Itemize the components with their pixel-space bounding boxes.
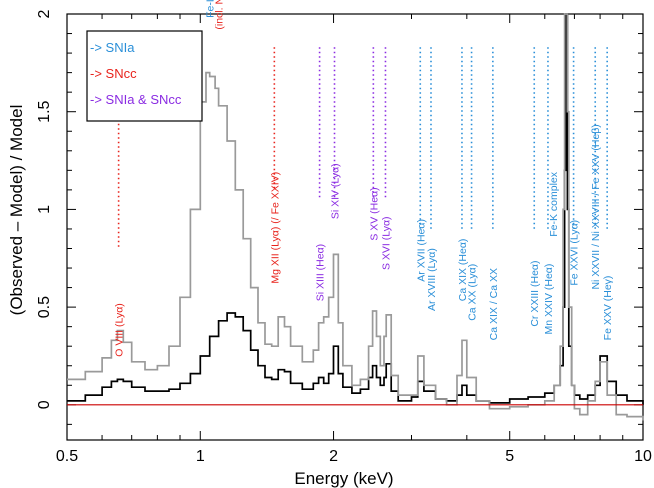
y-tick-label: 0 [36,400,53,409]
emission-line-label: Fe XXVI (Lyα) [569,220,581,286]
emission-line-label: Fe XXV (Heγ) [602,276,614,341]
emission-line-label: Ar XVIII (Lyα) [426,248,438,311]
emission-line-label: S XV (Heα) [368,187,380,240]
emission-line-label: Si XIII (Heα) [315,244,327,301]
emission-line-label: Si XIV (Lyα) [330,163,342,219]
legend-entry: -> SNcc [90,66,137,81]
x-tick-label: 2 [329,448,338,465]
x-tick-label: 0.5 [56,448,78,465]
y-axis-title: (Observed – Model) / Model [7,105,26,316]
x-tick-label: 10 [634,448,652,465]
emission-line-label: Ni XXVII / Ni XXVIII / Fe XXV (Heβ) [590,124,602,289]
emission-line-label: Mg XII (Lyα) (/ Fe XXIV) [269,172,281,284]
x-axis-title: Energy (keV) [294,469,393,488]
y-tick-label: 1.5 [36,100,53,122]
y-tick-label: 1 [36,205,53,214]
legend-entry: -> SNIa & SNcc [90,92,182,107]
emission-line-label: Ca XX (Lyα) [467,264,479,321]
emission-line-label: S XVI (Lyα) [380,216,392,270]
y-tick-label: 2 [36,9,53,18]
y-tick-label: 0.5 [36,296,53,318]
emission-line-label: O VIII (Lyα) [114,303,126,357]
x-tick-label: 5 [505,448,514,465]
emission-line-label: (incl. Ne) [214,0,226,30]
x-tick-label: 1 [196,448,205,465]
emission-line-label: Mn XXIV (Heα) [543,264,555,335]
emission-line-label: Cr XXIII (Heα) [529,260,541,326]
legend-entry: -> SNIa [90,40,135,55]
emission-line-label: Ca XIX / Ca XX [488,268,500,340]
legend: -> SNIa -> SNcc -> SNIa & SNcc [87,31,202,121]
emission-line-label: Fe-K complex [548,171,560,237]
